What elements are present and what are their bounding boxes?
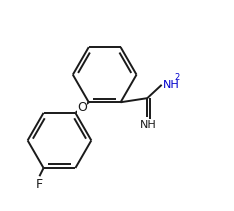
Text: NH: NH — [140, 120, 157, 130]
Text: 2: 2 — [175, 73, 180, 82]
Text: O: O — [77, 101, 87, 114]
Text: F: F — [36, 178, 43, 191]
Text: NH: NH — [163, 80, 180, 90]
